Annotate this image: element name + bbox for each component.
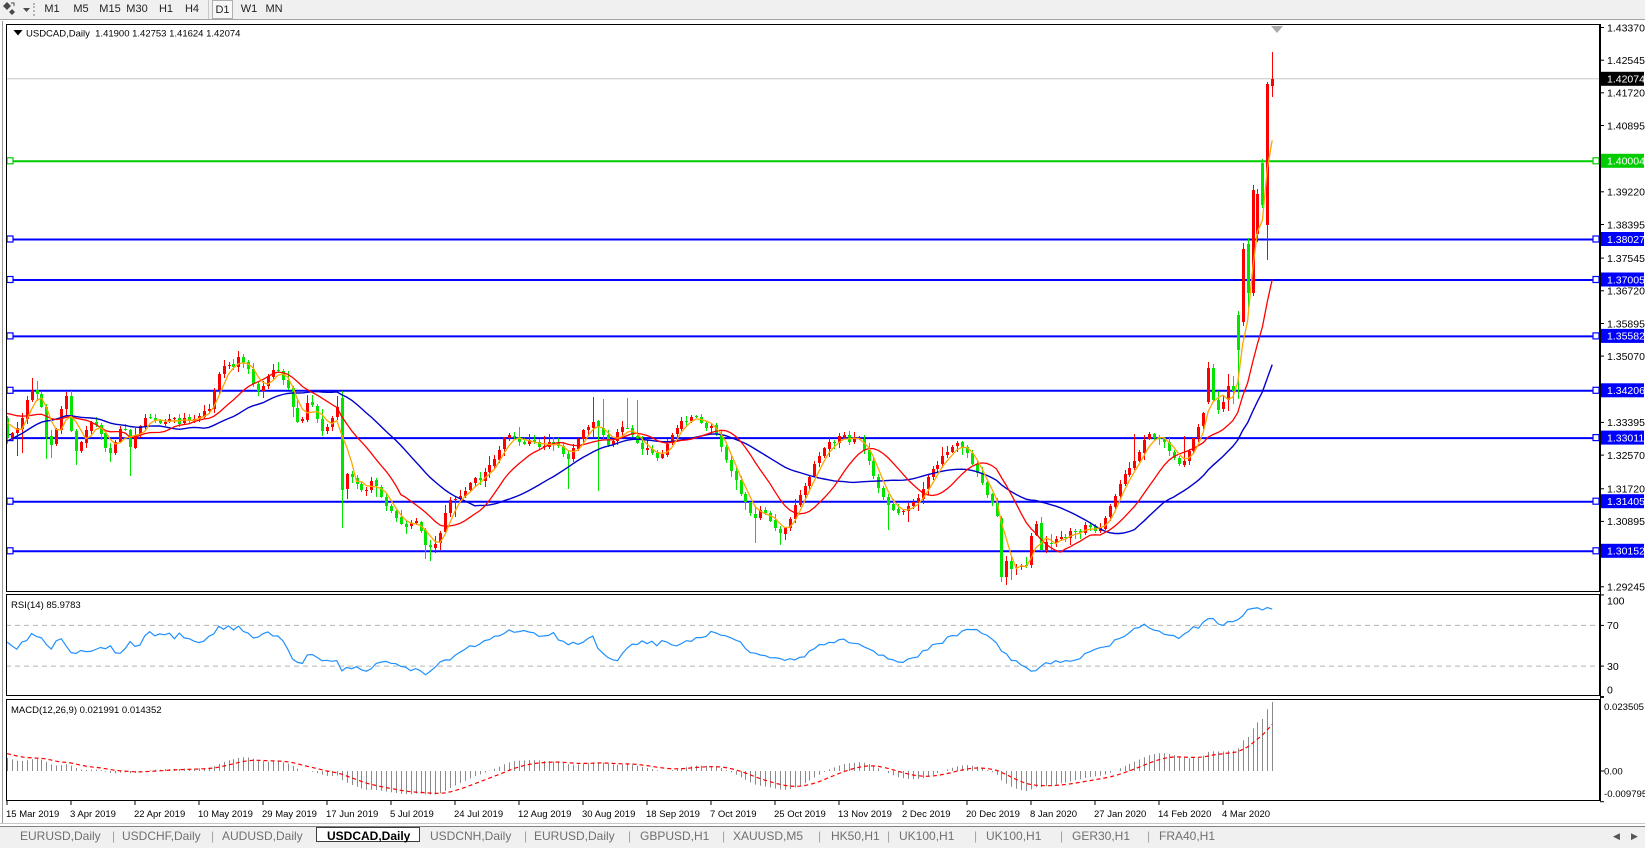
- svg-text:1.29245: 1.29245: [1607, 582, 1645, 594]
- svg-text:1.38027: 1.38027: [1607, 234, 1645, 246]
- svg-text:1.30152: 1.30152: [1607, 546, 1645, 558]
- svg-text:1.38395: 1.38395: [1607, 219, 1645, 231]
- svg-text:1.37545: 1.37545: [1607, 253, 1645, 265]
- svg-text:12 Aug 2019: 12 Aug 2019: [518, 809, 571, 820]
- svg-text:25 Oct 2019: 25 Oct 2019: [774, 809, 826, 820]
- svg-text:1.32570: 1.32570: [1607, 450, 1645, 462]
- svg-text:1.42545: 1.42545: [1607, 55, 1645, 67]
- svg-text:1.34206: 1.34206: [1607, 385, 1645, 397]
- svg-text:1.33011: 1.33011: [1607, 432, 1644, 444]
- svg-text:15 Mar 2019: 15 Mar 2019: [6, 809, 59, 820]
- svg-text:14 Feb 2020: 14 Feb 2020: [1158, 809, 1211, 820]
- svg-text:27 Jan 2020: 27 Jan 2020: [1094, 809, 1146, 820]
- svg-text:18 Sep 2019: 18 Sep 2019: [646, 809, 700, 820]
- svg-text:29 May 2019: 29 May 2019: [262, 809, 317, 820]
- svg-text:4 Mar 2020: 4 Mar 2020: [1222, 809, 1270, 820]
- svg-text:10 May 2019: 10 May 2019: [198, 809, 253, 820]
- svg-text:1.39220: 1.39220: [1607, 187, 1645, 199]
- svg-text:8 Jan 2020: 8 Jan 2020: [1030, 809, 1077, 820]
- svg-text:7 Oct 2019: 7 Oct 2019: [710, 809, 756, 820]
- svg-text:1.40004: 1.40004: [1607, 156, 1645, 168]
- svg-text:1.33395: 1.33395: [1607, 417, 1645, 429]
- svg-text:0.023505: 0.023505: [1604, 702, 1644, 713]
- svg-text:MACD(12,26,9) 0.021991 0.01435: MACD(12,26,9) 0.021991 0.014352: [11, 705, 162, 716]
- svg-text:22 Apr 2019: 22 Apr 2019: [134, 809, 185, 820]
- svg-text:0: 0: [1607, 684, 1613, 696]
- svg-text:1.35895: 1.35895: [1607, 318, 1645, 330]
- svg-text:1.40895: 1.40895: [1607, 120, 1645, 132]
- svg-text:5 Jul 2019: 5 Jul 2019: [390, 809, 434, 820]
- svg-text:1.42074: 1.42074: [1607, 74, 1645, 86]
- svg-text:0.00: 0.00: [1604, 767, 1623, 778]
- svg-text:70: 70: [1607, 620, 1619, 632]
- svg-text:1.35070: 1.35070: [1607, 351, 1645, 363]
- svg-text:1.31720: 1.31720: [1607, 484, 1645, 496]
- svg-text:1.35582: 1.35582: [1607, 331, 1645, 343]
- svg-text:1.43370: 1.43370: [1607, 22, 1645, 34]
- svg-text:-0.009795: -0.009795: [1604, 789, 1645, 800]
- svg-text:1.36720: 1.36720: [1607, 286, 1645, 298]
- svg-text:USDCAD,Daily 1.41900 1.42753: USDCAD,Daily 1.41900 1.42753 1.41624 1.4…: [26, 29, 240, 40]
- svg-text:1.31405: 1.31405: [1607, 496, 1645, 508]
- svg-text:30: 30: [1607, 661, 1619, 673]
- svg-text:RSI(14) 85.9783: RSI(14) 85.9783: [11, 600, 81, 611]
- svg-text:17 Jun 2019: 17 Jun 2019: [326, 809, 378, 820]
- svg-text:1.30895: 1.30895: [1607, 516, 1645, 528]
- svg-text:100: 100: [1607, 595, 1625, 607]
- svg-text:24 Jul 2019: 24 Jul 2019: [454, 809, 503, 820]
- svg-text:1.41720: 1.41720: [1607, 88, 1645, 100]
- svg-text:2 Dec 2019: 2 Dec 2019: [902, 809, 951, 820]
- svg-text:13 Nov 2019: 13 Nov 2019: [838, 809, 892, 820]
- svg-text:20 Dec 2019: 20 Dec 2019: [966, 809, 1020, 820]
- svg-text:3 Apr 2019: 3 Apr 2019: [70, 809, 116, 820]
- svg-text:30 Aug 2019: 30 Aug 2019: [582, 809, 635, 820]
- svg-text:1.37005: 1.37005: [1607, 274, 1645, 286]
